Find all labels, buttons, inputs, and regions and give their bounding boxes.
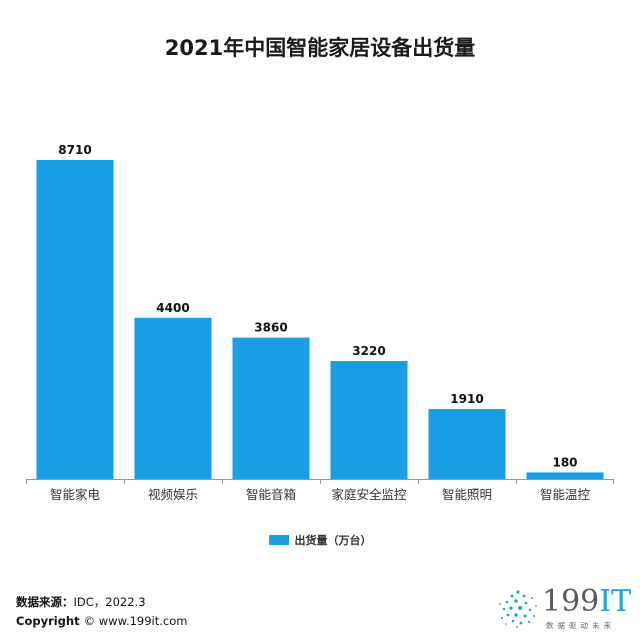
legend-label: 出货量（万台） [294, 534, 372, 547]
data-label: 1910 [450, 392, 483, 406]
copyright-value: © www.199it.com [83, 614, 188, 628]
data-label: 4400 [156, 301, 189, 315]
bar [330, 361, 408, 479]
bar-chart: 8710 智能家电 4400 视频娱乐 3860 智能音箱 3220 家庭安全监控 1910 智能… [26, 143, 614, 502]
data-label: 3860 [254, 321, 287, 335]
data-label: 3220 [352, 344, 385, 358]
x-tick-label: 视频娱乐 [148, 487, 198, 502]
source-label: 数据来源： [16, 595, 74, 609]
bar [134, 317, 212, 479]
source-value: IDC，2022.3 [73, 595, 146, 609]
brand-logo: 199IT 数据驱动未来 [496, 584, 631, 632]
logo-wordmark: 199IT [542, 584, 631, 619]
bar [428, 409, 506, 479]
bar [526, 472, 604, 479]
legend: 出货量（万台） [0, 532, 640, 548]
x-tick-label: 智能家电 [50, 487, 101, 502]
chart-title: 2021年中国智能家居设备出货量 [164, 36, 476, 60]
legend-swatch [268, 535, 289, 545]
x-tick-label: 家庭安全监控 [331, 487, 407, 502]
bar [232, 337, 310, 479]
data-label: 8710 [58, 143, 91, 157]
logo-number: 199 [542, 584, 600, 619]
copyright-line: Copyright © www.199it.com [16, 614, 187, 628]
data-label: 180 [552, 455, 577, 469]
source-line: 数据来源：IDC，2022.3 [16, 594, 146, 610]
logo-tagline: 数据驱动未来 [546, 621, 615, 630]
x-tick-label: 智能音箱 [246, 487, 296, 502]
copyright-label: Copyright [16, 614, 80, 628]
logo-it: IT [599, 584, 632, 619]
x-tick-label: 智能照明 [442, 487, 492, 502]
dot-globe-icon [499, 590, 537, 628]
x-tick-label: 智能温控 [540, 487, 591, 502]
bar [36, 160, 114, 479]
